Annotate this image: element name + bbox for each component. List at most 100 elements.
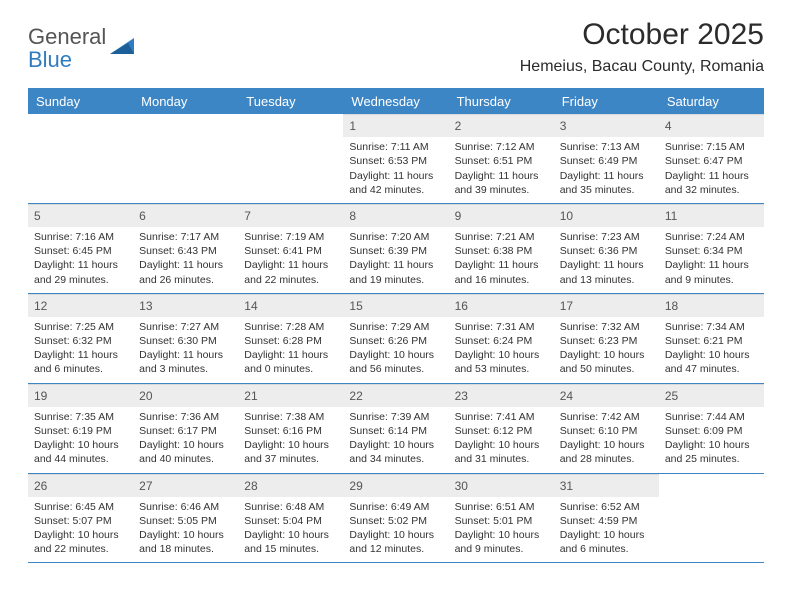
calendar-cell [133, 114, 238, 203]
day-number: 21 [238, 384, 343, 407]
daylight-text: Daylight: 11 hours and 6 minutes. [34, 348, 127, 376]
calendar-header-row: SundayMondayTuesdayWednesdayThursdayFrid… [28, 89, 764, 114]
calendar-cell: 1Sunrise: 7:11 AMSunset: 6:53 PMDaylight… [343, 114, 448, 203]
daylight-text: Daylight: 10 hours and 34 minutes. [349, 438, 442, 466]
day-details [133, 137, 238, 197]
sunrise-text: Sunrise: 7:39 AM [349, 410, 442, 424]
sunset-text: Sunset: 6:36 PM [560, 244, 653, 258]
sunset-text: Sunset: 6:14 PM [349, 424, 442, 438]
sunrise-text: Sunrise: 6:46 AM [139, 500, 232, 514]
calendar-week-row: 1Sunrise: 7:11 AMSunset: 6:53 PMDaylight… [28, 114, 764, 204]
day-number: 20 [133, 384, 238, 407]
calendar-cell: 26Sunrise: 6:45 AMSunset: 5:07 PMDayligh… [28, 474, 133, 563]
day-number: 16 [449, 294, 554, 317]
sunrise-text: Sunrise: 7:21 AM [455, 230, 548, 244]
daylight-text: Daylight: 10 hours and 28 minutes. [560, 438, 653, 466]
day-number: 31 [554, 474, 659, 497]
calendar: SundayMondayTuesdayWednesdayThursdayFrid… [28, 88, 764, 563]
daylight-text: Daylight: 10 hours and 22 minutes. [34, 528, 127, 556]
daylight-text: Daylight: 10 hours and 6 minutes. [560, 528, 653, 556]
day-details: Sunrise: 7:31 AMSunset: 6:24 PMDaylight:… [449, 317, 554, 383]
sunrise-text: Sunrise: 7:36 AM [139, 410, 232, 424]
sunset-text: Sunset: 6:21 PM [665, 334, 758, 348]
calendar-week-row: 26Sunrise: 6:45 AMSunset: 5:07 PMDayligh… [28, 474, 764, 564]
daylight-text: Daylight: 11 hours and 39 minutes. [455, 169, 548, 197]
day-details: Sunrise: 7:21 AMSunset: 6:38 PMDaylight:… [449, 227, 554, 293]
calendar-cell: 30Sunrise: 6:51 AMSunset: 5:01 PMDayligh… [449, 474, 554, 563]
calendar-cell: 6Sunrise: 7:17 AMSunset: 6:43 PMDaylight… [133, 204, 238, 293]
sunrise-text: Sunrise: 7:20 AM [349, 230, 442, 244]
day-details [238, 137, 343, 197]
day-number: 30 [449, 474, 554, 497]
sunrise-text: Sunrise: 7:17 AM [139, 230, 232, 244]
calendar-cell: 19Sunrise: 7:35 AMSunset: 6:19 PMDayligh… [28, 384, 133, 473]
calendar-header-cell: Monday [133, 89, 238, 114]
calendar-cell: 21Sunrise: 7:38 AMSunset: 6:16 PMDayligh… [238, 384, 343, 473]
sunrise-text: Sunrise: 7:42 AM [560, 410, 653, 424]
sunset-text: Sunset: 6:47 PM [665, 154, 758, 168]
sunset-text: Sunset: 5:02 PM [349, 514, 442, 528]
sunrise-text: Sunrise: 6:45 AM [34, 500, 127, 514]
title-block: October 2025 Hemeius, Bacau County, Roma… [520, 18, 764, 76]
day-details [659, 497, 764, 557]
calendar-cell: 24Sunrise: 7:42 AMSunset: 6:10 PMDayligh… [554, 384, 659, 473]
calendar-cell: 3Sunrise: 7:13 AMSunset: 6:49 PMDaylight… [554, 114, 659, 203]
calendar-cell [659, 474, 764, 563]
calendar-cell: 2Sunrise: 7:12 AMSunset: 6:51 PMDaylight… [449, 114, 554, 203]
daylight-text: Daylight: 11 hours and 0 minutes. [244, 348, 337, 376]
sunrise-text: Sunrise: 7:25 AM [34, 320, 127, 334]
calendar-cell: 11Sunrise: 7:24 AMSunset: 6:34 PMDayligh… [659, 204, 764, 293]
day-details: Sunrise: 7:39 AMSunset: 6:14 PMDaylight:… [343, 407, 448, 473]
logo-text-1: General [28, 24, 106, 49]
daylight-text: Daylight: 11 hours and 26 minutes. [139, 258, 232, 286]
sunrise-text: Sunrise: 7:13 AM [560, 140, 653, 154]
day-details: Sunrise: 7:16 AMSunset: 6:45 PMDaylight:… [28, 227, 133, 293]
calendar-week-row: 19Sunrise: 7:35 AMSunset: 6:19 PMDayligh… [28, 384, 764, 474]
sunrise-text: Sunrise: 7:32 AM [560, 320, 653, 334]
calendar-header-cell: Wednesday [343, 89, 448, 114]
calendar-cell: 8Sunrise: 7:20 AMSunset: 6:39 PMDaylight… [343, 204, 448, 293]
daylight-text: Daylight: 10 hours and 15 minutes. [244, 528, 337, 556]
sunset-text: Sunset: 5:04 PM [244, 514, 337, 528]
sunrise-text: Sunrise: 7:27 AM [139, 320, 232, 334]
daylight-text: Daylight: 10 hours and 53 minutes. [455, 348, 548, 376]
calendar-header-cell: Saturday [659, 89, 764, 114]
day-details: Sunrise: 6:49 AMSunset: 5:02 PMDaylight:… [343, 497, 448, 563]
day-number: 27 [133, 474, 238, 497]
page-title: October 2025 [520, 18, 764, 52]
day-details: Sunrise: 7:44 AMSunset: 6:09 PMDaylight:… [659, 407, 764, 473]
sunset-text: Sunset: 6:34 PM [665, 244, 758, 258]
daylight-text: Daylight: 11 hours and 9 minutes. [665, 258, 758, 286]
day-number: 11 [659, 204, 764, 227]
day-number: 5 [28, 204, 133, 227]
calendar-cell: 25Sunrise: 7:44 AMSunset: 6:09 PMDayligh… [659, 384, 764, 473]
calendar-cell: 5Sunrise: 7:16 AMSunset: 6:45 PMDaylight… [28, 204, 133, 293]
header: General Blue October 2025 Hemeius, Bacau… [28, 18, 764, 76]
day-number: 29 [343, 474, 448, 497]
sunset-text: Sunset: 4:59 PM [560, 514, 653, 528]
sunset-text: Sunset: 6:10 PM [560, 424, 653, 438]
logo-text-2: Blue [28, 50, 106, 71]
sunrise-text: Sunrise: 7:12 AM [455, 140, 548, 154]
day-number: 10 [554, 204, 659, 227]
sunset-text: Sunset: 6:09 PM [665, 424, 758, 438]
logo-triangle-icon [110, 36, 136, 56]
calendar-cell: 29Sunrise: 6:49 AMSunset: 5:02 PMDayligh… [343, 474, 448, 563]
daylight-text: Daylight: 10 hours and 47 minutes. [665, 348, 758, 376]
day-number: 1 [343, 114, 448, 137]
logo: General Blue [28, 24, 136, 71]
sunset-text: Sunset: 6:26 PM [349, 334, 442, 348]
sunrise-text: Sunrise: 6:48 AM [244, 500, 337, 514]
calendar-header-cell: Friday [554, 89, 659, 114]
day-details [28, 137, 133, 197]
sunset-text: Sunset: 6:32 PM [34, 334, 127, 348]
sunset-text: Sunset: 5:01 PM [455, 514, 548, 528]
day-details: Sunrise: 7:17 AMSunset: 6:43 PMDaylight:… [133, 227, 238, 293]
daylight-text: Daylight: 10 hours and 12 minutes. [349, 528, 442, 556]
calendar-header-cell: Sunday [28, 89, 133, 114]
daylight-text: Daylight: 11 hours and 42 minutes. [349, 169, 442, 197]
calendar-cell: 17Sunrise: 7:32 AMSunset: 6:23 PMDayligh… [554, 294, 659, 383]
daylight-text: Daylight: 10 hours and 9 minutes. [455, 528, 548, 556]
sunrise-text: Sunrise: 7:23 AM [560, 230, 653, 244]
day-details: Sunrise: 7:12 AMSunset: 6:51 PMDaylight:… [449, 137, 554, 203]
